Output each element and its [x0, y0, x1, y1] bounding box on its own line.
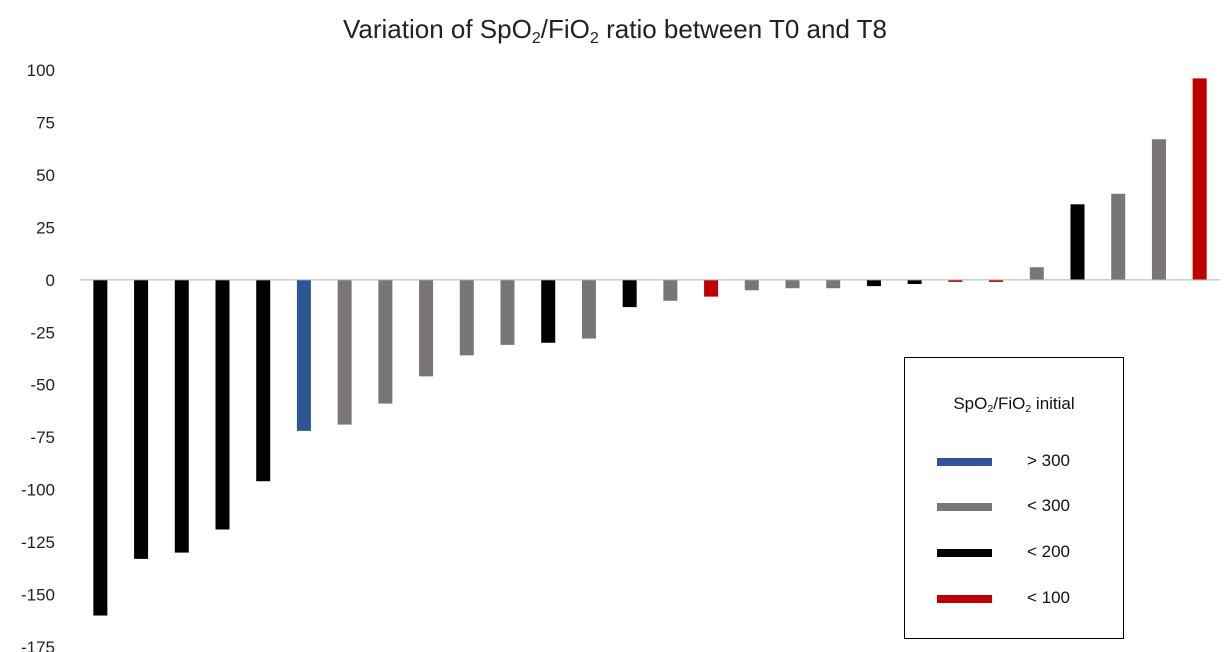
- y-axis-ticks: 100 75 50 25 0 -25 -50 -75 -100 -125 -150 -175: [21, 61, 55, 652]
- title-text-1: Variation of SpO: [342, 14, 532, 44]
- y-tick-label: 75: [36, 113, 55, 132]
- legend-swatch: [937, 458, 992, 466]
- bar: [256, 279, 271, 482]
- legend-label: < 200: [1027, 542, 1071, 561]
- bar: [744, 279, 759, 291]
- bar: [419, 279, 434, 377]
- legend-title-subscript-1: 2: [987, 403, 994, 416]
- legend-item-under-100: < 100: [905, 588, 1123, 610]
- bar: [134, 279, 149, 559]
- bar: [622, 279, 637, 308]
- y-tick-label: -100: [21, 481, 55, 500]
- legend: SpO2/FiO2 initial > 300 < 300 < 200 < 10…: [904, 357, 1124, 639]
- bar: [1192, 78, 1207, 280]
- legend-swatch: [937, 595, 992, 603]
- legend-label: < 300: [1027, 496, 1071, 515]
- bar: [866, 279, 881, 287]
- bar: [93, 279, 108, 616]
- bar: [296, 279, 311, 431]
- bar: [785, 279, 800, 289]
- bar: [1111, 193, 1126, 280]
- bar: [541, 279, 556, 343]
- y-tick-label: -25: [30, 323, 55, 342]
- bar: [1070, 204, 1085, 280]
- bar: [500, 279, 515, 345]
- bar: [581, 279, 596, 339]
- legend-item-over-300: > 300: [905, 451, 1123, 473]
- y-tick-label: -75: [30, 428, 55, 447]
- bar: [704, 279, 719, 297]
- bar: [989, 279, 1004, 282]
- y-tick-label: 50: [36, 166, 55, 185]
- legend-label: > 300: [1027, 451, 1071, 470]
- y-tick-label: 100: [27, 61, 55, 80]
- legend-title-text-3: initial: [1031, 394, 1075, 413]
- legend-item-under-300: < 300: [905, 496, 1123, 518]
- legend-swatch: [937, 503, 992, 511]
- legend-title-subscript-2: 2: [1025, 403, 1032, 416]
- legend-title: SpO2/FiO2 initial: [905, 394, 1123, 414]
- bar: [215, 279, 230, 530]
- y-tick-label: -175: [21, 638, 55, 652]
- legend-title-text-1: SpO: [953, 394, 988, 413]
- chart-title: Variation of SpO2/FiO2 ratio between T0 …: [0, 14, 1230, 47]
- title-text-3: ratio between T0 and T8: [598, 14, 887, 44]
- bar: [459, 279, 474, 356]
- bar: [1151, 139, 1166, 280]
- y-tick-label: -125: [21, 533, 55, 552]
- bars: [93, 78, 1207, 616]
- legend-label: < 100: [1027, 588, 1071, 607]
- title-text-2: /FiO: [540, 14, 590, 44]
- bar: [174, 279, 189, 553]
- y-tick-label: 0: [46, 271, 55, 290]
- bar: [948, 279, 963, 282]
- bar: [907, 279, 922, 285]
- y-tick-label: 25: [36, 218, 55, 237]
- bar: [1029, 267, 1044, 280]
- legend-item-under-200: < 200: [905, 542, 1123, 564]
- y-tick-label: -50: [30, 376, 55, 395]
- legend-title-text-2: /FiO: [993, 394, 1026, 413]
- bar: [378, 279, 393, 404]
- bar: [826, 279, 841, 289]
- title-subscript-1: 2: [531, 28, 541, 47]
- bar: [663, 279, 678, 301]
- bar: [337, 279, 352, 425]
- title-subscript-2: 2: [589, 28, 599, 47]
- y-tick-label: -150: [21, 586, 55, 605]
- legend-swatch: [937, 549, 992, 557]
